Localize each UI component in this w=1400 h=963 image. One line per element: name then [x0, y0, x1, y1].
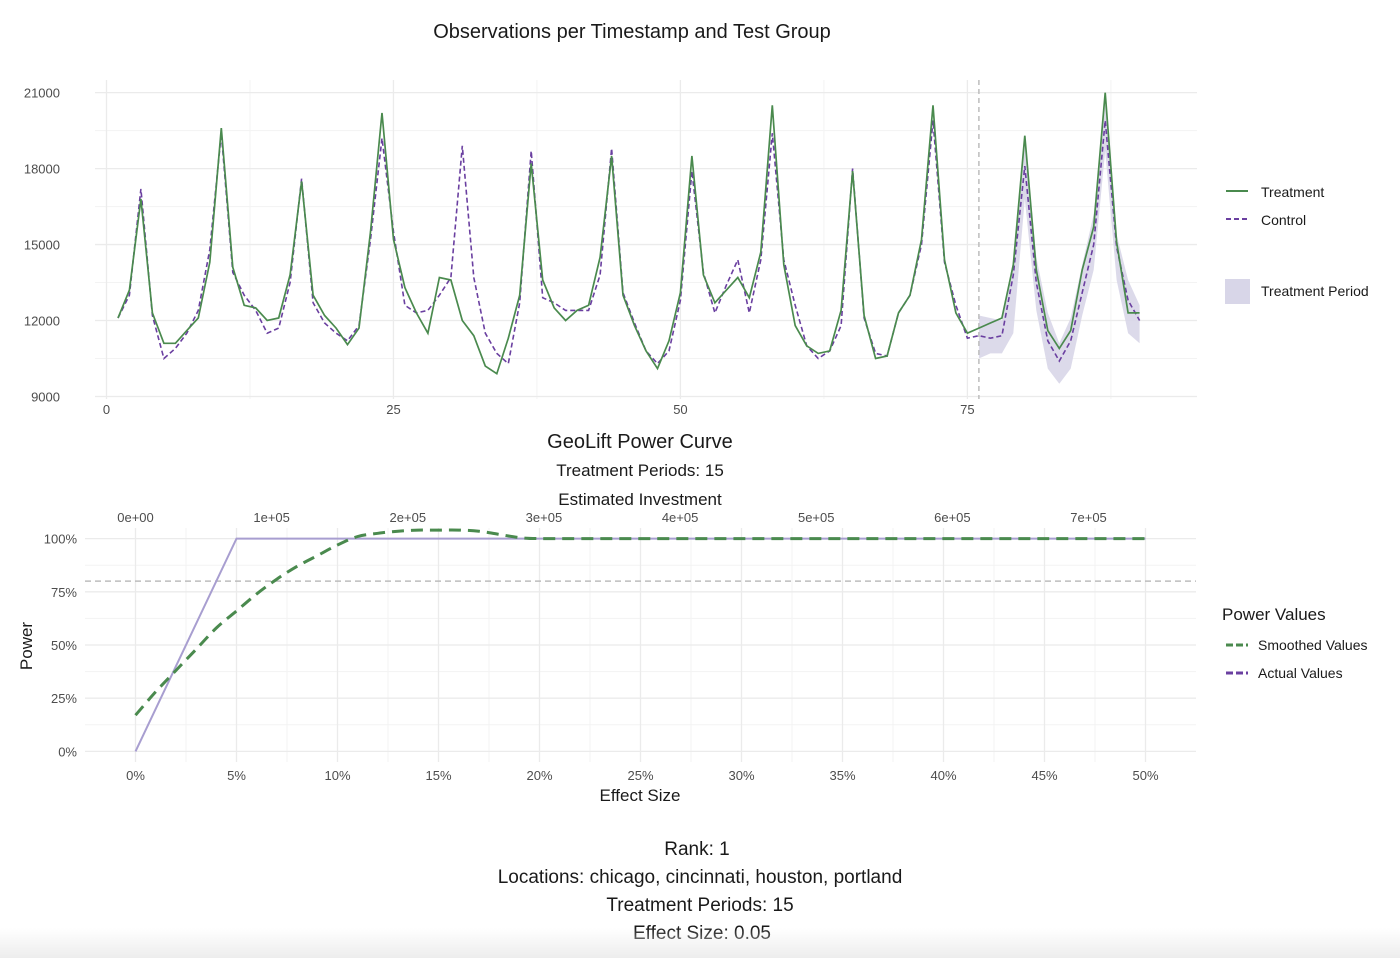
top-x-tick-label: 75 [960, 402, 974, 417]
power-secondary-tick-label: 6e+05 [934, 510, 971, 525]
power-chart-ticks: 0% 25% 50% 75% 100% 0% 5% 10% 15% 20% 25% 30% 35% 40%… [44, 510, 1159, 783]
legend-label-actual: Actual Values [1258, 665, 1343, 681]
top-x-tick-label: 0 [103, 402, 110, 417]
top-x-tick-label: 50 [673, 402, 687, 417]
control-series-line [117, 120, 1141, 366]
power-chart-subtitle: Treatment Periods: 15 [556, 461, 724, 480]
power-x-tick-label: 20% [526, 768, 552, 783]
power-secondary-tick-label: 1e+05 [253, 510, 290, 525]
power-x-tick-label: 10% [324, 768, 350, 783]
top-y-tick-label: 12000 [24, 314, 60, 329]
top-chart-legend: Treatment Control Treatment Period [1225, 184, 1369, 304]
caption-rank: Rank: 1 [664, 839, 729, 860]
power-secondary-tick-label: 4e+05 [662, 510, 699, 525]
power-x-tick-label: 40% [930, 768, 956, 783]
power-x-tick-label: 50% [1132, 768, 1158, 783]
power-x-tick-label: 25% [627, 768, 653, 783]
power-legend-title: Power Values [1222, 605, 1326, 624]
top-chart-ticks: 9000 12000 15000 18000 21000 0 25 50 75 [24, 86, 975, 417]
power-y-tick-label: 0% [58, 744, 77, 759]
treatment-series-line [117, 92, 1140, 376]
power-secondary-tick-label: 7e+05 [1070, 510, 1107, 525]
power-chart-legend: Power Values Smoothed Values Actual Valu… [1222, 605, 1367, 681]
top-y-tick-label: 15000 [24, 238, 60, 253]
smoothed-values-line [134, 528, 1146, 717]
power-chart-grid [85, 528, 1196, 762]
legend-label-control: Control [1261, 212, 1306, 228]
top-chart-title: Observations per Timestamp and Test Grou… [433, 21, 831, 43]
legend-label-smoothed: Smoothed Values [1258, 637, 1367, 653]
power-y-tick-label: 100% [44, 532, 78, 547]
caption-treatment-periods: Treatment Periods: 15 [606, 895, 793, 916]
top-x-tick-label: 25 [386, 402, 400, 417]
power-y-tick-label: 25% [51, 691, 77, 706]
treatment-period-band [978, 102, 1140, 384]
power-x-tick-label: 5% [227, 768, 246, 783]
power-x-tick-label: 30% [728, 768, 754, 783]
top-chart: Observations per Timestamp and Test Grou… [24, 21, 1369, 417]
power-y-tick-label: 75% [51, 585, 77, 600]
power-x-tick-label: 15% [425, 768, 451, 783]
legend-key-treatment-period [1225, 279, 1250, 304]
power-x-tick-label: 45% [1031, 768, 1057, 783]
bottom-shadow [0, 928, 1400, 958]
power-secondary-tick-label: 2e+05 [390, 510, 427, 525]
power-secondary-tick-label: 0e+00 [117, 510, 154, 525]
power-chart: GeoLift Power Curve Treatment Periods: 1… [17, 431, 1367, 805]
secondary-axis-title: Estimated Investment [558, 490, 722, 509]
power-chart-title: GeoLift Power Curve [547, 431, 733, 453]
top-y-tick-label: 9000 [31, 389, 60, 404]
power-y-axis-title: Power [17, 622, 36, 671]
power-x-axis-title: Effect Size [600, 786, 681, 805]
top-y-tick-label: 18000 [24, 162, 60, 177]
top-chart-series [117, 92, 1141, 376]
power-y-tick-label: 50% [51, 638, 77, 653]
caption-locations: Locations: chicago, cincinnati, houston,… [498, 867, 903, 888]
power-x-tick-label: 35% [829, 768, 855, 783]
legend-label-treatment: Treatment [1261, 184, 1324, 200]
top-y-tick-label: 21000 [24, 86, 60, 101]
power-chart-series [134, 528, 1146, 752]
legend-label-treatment-period: Treatment Period [1261, 283, 1369, 299]
power-secondary-tick-label: 5e+05 [798, 510, 835, 525]
power-x-tick-label: 0% [126, 768, 145, 783]
power-secondary-tick-label: 3e+05 [526, 510, 563, 525]
treatment-period-area [978, 102, 1140, 384]
